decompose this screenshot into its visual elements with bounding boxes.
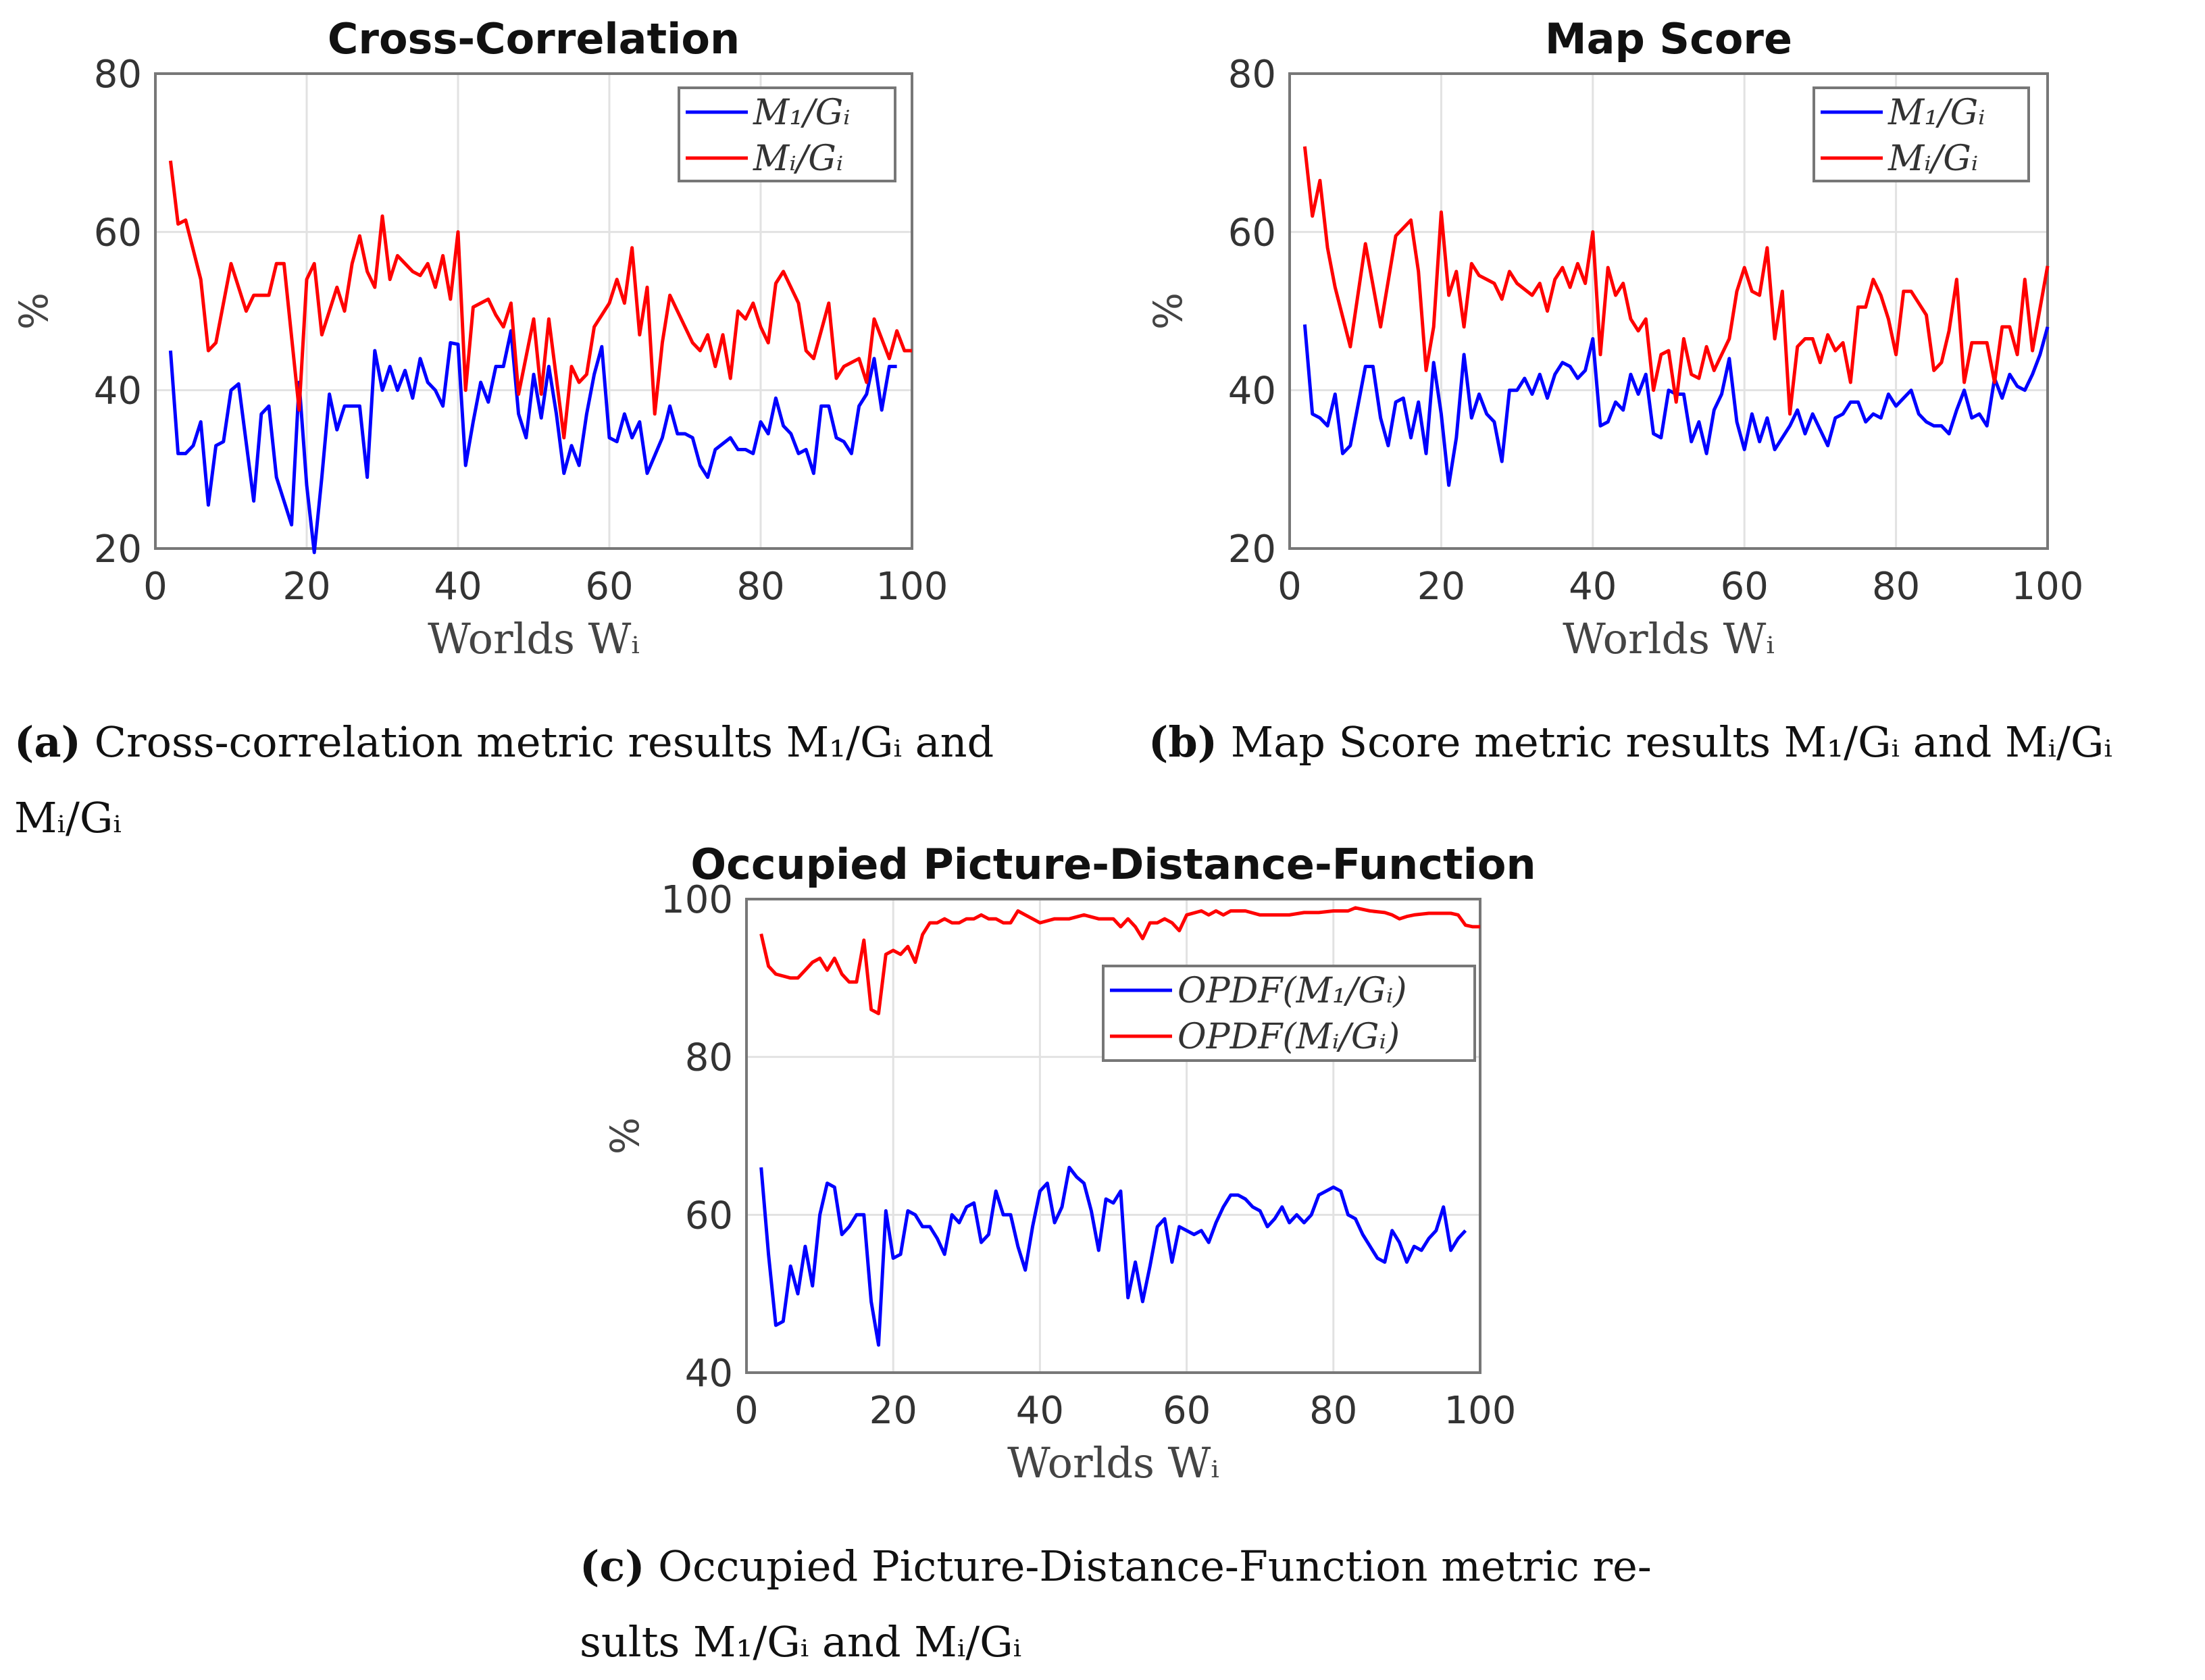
axes-box xyxy=(154,72,913,550)
y-tick-label: 80 xyxy=(685,1036,733,1080)
legend-box xyxy=(678,86,896,182)
caption-a: (a) Cross-correlation metric results M₁/… xyxy=(14,705,1109,856)
series-line-blue xyxy=(168,329,897,555)
caption-c-text: Occupied Picture-Distance-Function metri… xyxy=(658,1542,1652,1591)
caption-b-text: Map Score metric results M₁/Gᵢ and Mᵢ/Gᵢ xyxy=(1230,717,2112,767)
x-tick-label: 20 xyxy=(869,1389,917,1433)
x-tick-label: 0 xyxy=(143,565,168,609)
legend-label: Mᵢ/Gᵢ xyxy=(753,138,843,179)
x-tick-label: 80 xyxy=(736,565,784,609)
series-line-red xyxy=(759,906,1480,1015)
x-tick-label: 0 xyxy=(734,1389,759,1433)
caption-c-label: (c) xyxy=(580,1542,645,1591)
x-tick-label: 100 xyxy=(1444,1389,1517,1433)
caption-a-text: Cross-correlation metric results M₁/Gᵢ a… xyxy=(94,717,994,767)
legend-box xyxy=(1102,965,1476,1062)
x-tick-label: 20 xyxy=(282,565,330,609)
chart-1: 0 20 40 60 80 10020406080Cross-CorrelationWor… xyxy=(11,14,948,663)
axes-box xyxy=(745,898,1481,1374)
chart-title: Cross-Correlation xyxy=(328,14,740,63)
axes-box xyxy=(1288,72,2049,550)
caption-a-text-line2: Mᵢ/Gᵢ xyxy=(14,793,122,842)
x-tick-label: 20 xyxy=(1417,565,1465,609)
y-tick-label: 20 xyxy=(1228,528,1276,571)
legend-label: M₁/Gᵢ xyxy=(1887,93,1985,133)
legend-box xyxy=(1813,86,2030,182)
caption-c: (c) Occupied Picture-Distance-Function m… xyxy=(580,1529,1728,1680)
x-tick-label: 40 xyxy=(1569,565,1617,609)
y-tick-label: 20 xyxy=(94,528,142,571)
legend-label: Mᵢ/Gᵢ xyxy=(1887,138,1978,179)
y-tick-label: 40 xyxy=(94,370,142,413)
y-tick-label: 80 xyxy=(94,53,142,97)
legend-label: OPDF(M₁/Gᵢ) xyxy=(1177,971,1407,1011)
x-tick-label: 40 xyxy=(1016,1389,1064,1433)
legend: M₁/Gᵢ Mᵢ/Gᵢ xyxy=(1813,86,2030,182)
series-line-red xyxy=(168,160,912,440)
x-tick-label: 100 xyxy=(2012,565,2084,609)
y-tick-label: 40 xyxy=(1228,370,1276,413)
y-tick-label: 60 xyxy=(685,1194,733,1238)
y-tick-label: 60 xyxy=(1228,211,1276,255)
legend-label: OPDF(Mᵢ/Gᵢ) xyxy=(1177,1017,1400,1057)
x-tick-label: 80 xyxy=(1872,565,1920,609)
x-axis-label: Worlds Wᵢ xyxy=(428,614,640,663)
x-tick-label: 60 xyxy=(585,565,633,609)
x-axis-label: Worlds Wᵢ xyxy=(1007,1438,1219,1487)
x-tick-label: 40 xyxy=(434,565,482,609)
y-axis-label: % xyxy=(602,1117,648,1154)
legend-label: M₁/Gᵢ xyxy=(753,93,851,133)
y-axis-label: % xyxy=(11,292,57,330)
x-tick-label: 100 xyxy=(876,565,948,609)
series-line-blue xyxy=(759,1165,1467,1347)
y-tick-label: 40 xyxy=(685,1352,733,1396)
caption-a-label: (a) xyxy=(14,717,81,767)
x-tick-label: 80 xyxy=(1309,1389,1357,1433)
x-axis-label: Worlds Wᵢ xyxy=(1563,614,1775,663)
legend: OPDF(M₁/Gᵢ) OPDF(Mᵢ/Gᵢ) xyxy=(1102,965,1476,1062)
y-tick-label: 60 xyxy=(94,211,142,255)
y-tick-label: 80 xyxy=(1228,53,1276,97)
x-tick-label: 60 xyxy=(1721,565,1769,609)
series-line-red xyxy=(1302,146,2050,416)
caption-b: (b) Map Score metric results M₁/Gᵢ and M… xyxy=(1148,705,2202,780)
legend: M₁/Gᵢ Mᵢ/Gᵢ xyxy=(678,86,896,182)
x-tick-label: 60 xyxy=(1163,1389,1211,1433)
chart-title: Map Score xyxy=(1545,14,1792,63)
x-tick-label: 0 xyxy=(1277,565,1302,609)
y-tick-label: 100 xyxy=(661,878,733,922)
caption-b-label: (b) xyxy=(1148,717,1218,767)
y-axis-label: % xyxy=(1145,292,1191,330)
caption-c-text-line2: sults M₁/Gᵢ and Mᵢ/Gᵢ xyxy=(580,1617,1022,1666)
chart-title: Occupied Picture-Distance-Function xyxy=(690,840,1536,889)
